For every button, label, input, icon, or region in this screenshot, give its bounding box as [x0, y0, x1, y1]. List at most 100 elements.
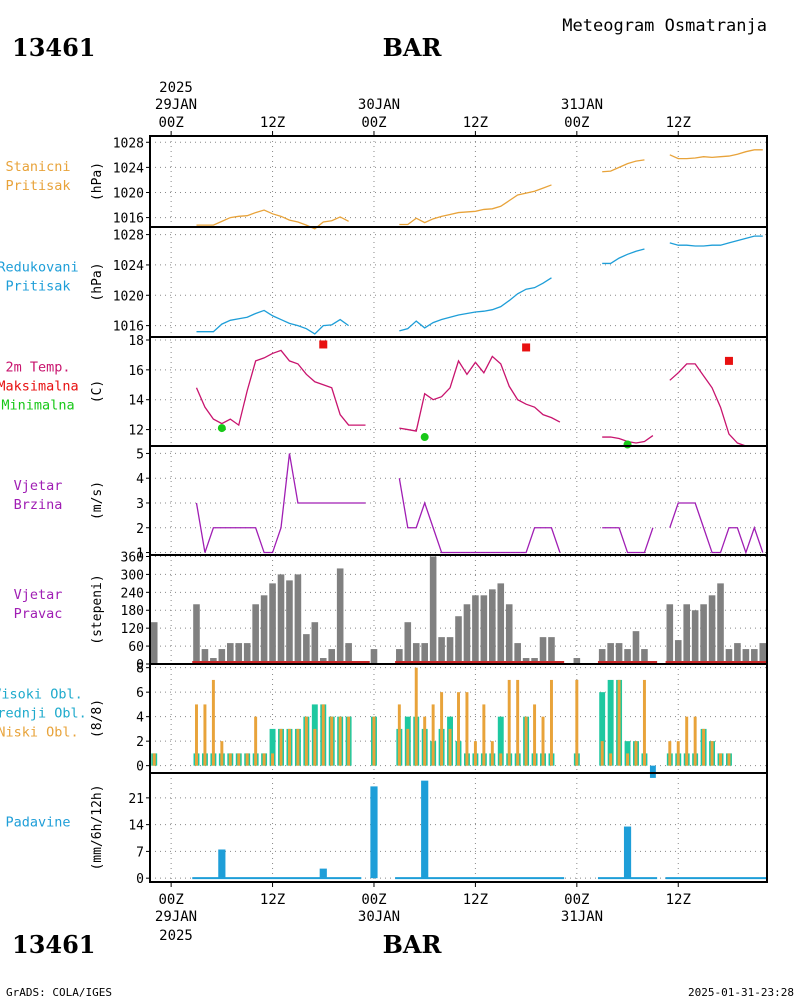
panel-wind_dir: 0 60 120 180 240 300 360 (stepeni) Vjetar Pravac — [14, 550, 767, 673]
wind-direction-bar — [286, 580, 293, 664]
wind-direction-bar — [683, 604, 691, 664]
tmax-marker — [319, 340, 328, 349]
low-cloud-bar — [220, 741, 224, 766]
station-id-top: 13461 — [12, 33, 96, 62]
low-cloud-bar — [668, 741, 672, 766]
wind-direction-bar — [641, 649, 648, 664]
axis-unit-label: (stepeni) — [90, 574, 105, 644]
low-cloud-bar — [702, 728, 706, 766]
station-pressure-line — [669, 149, 763, 160]
y-tick-label: 0 — [136, 872, 144, 887]
low-cloud-bar — [465, 692, 469, 766]
low-cloud-bar — [347, 716, 351, 766]
y-tick-label: 21 — [128, 792, 144, 807]
wind-direction-bar — [294, 574, 302, 664]
wind-direction-bar — [412, 643, 420, 664]
top-date-label-3: 31JAN — [561, 97, 603, 113]
station-pressure-line — [602, 159, 645, 173]
low-cloud-bar — [414, 667, 418, 766]
low-cloud-bar — [262, 753, 266, 766]
low-cloud-bar — [397, 704, 401, 766]
low-cloud-bar — [634, 741, 638, 766]
top-date-label-2: 30JAN — [358, 97, 400, 113]
axis-unit-label: (8/8) — [90, 699, 105, 738]
y-tick-label: 1028 — [113, 136, 144, 151]
low-cloud-bar — [482, 704, 486, 766]
y-tick-label: 18 — [128, 334, 144, 349]
low-cloud-bar — [609, 753, 613, 766]
station-name-top: BAR — [383, 33, 443, 62]
bottom-date-label-1: 29JAN — [155, 909, 197, 925]
panel-label: Vjetar — [14, 478, 63, 494]
wind-direction-bar — [497, 583, 505, 664]
wind-direction-bar — [269, 583, 276, 664]
panel-label: 2m Temp. — [5, 360, 70, 376]
y-tick-label: 1028 — [113, 229, 144, 244]
low-cloud-bar — [279, 728, 283, 766]
bottom-time-tick-label: 00Z — [564, 892, 589, 908]
bottom-date-label-3: 31JAN — [561, 909, 603, 925]
y-tick-label: 180 — [121, 604, 144, 619]
precip-bar — [623, 826, 632, 879]
low-cloud-bar — [600, 741, 604, 766]
y-tick-label: 14 — [128, 394, 144, 409]
wind-direction-bar — [150, 622, 158, 664]
low-cloud-bar — [457, 692, 460, 766]
y-tick-label: 300 — [121, 568, 144, 583]
low-cloud-bar — [440, 692, 444, 766]
panel-label: Redukovani — [0, 260, 79, 276]
wind-direction-bar — [505, 604, 513, 664]
top-year-label: 2025 — [159, 80, 193, 96]
wind-direction-bar — [303, 634, 310, 664]
wind-direction-bar — [396, 649, 403, 664]
y-tick-label: 0 — [136, 760, 144, 775]
wind-direction-bar — [548, 637, 555, 664]
low-cloud-bar — [304, 716, 308, 766]
y-tick-label: 4 — [136, 472, 144, 487]
wind-direction-bar — [370, 649, 378, 664]
y-tick-label: 14 — [128, 819, 144, 834]
panel-label: Pritisak — [5, 279, 70, 295]
wind-direction-bar — [751, 649, 758, 664]
wind-direction-bar — [277, 574, 285, 664]
wind-direction-bar — [632, 631, 640, 664]
panel-label: Minimalna — [1, 398, 74, 414]
wind-direction-bar — [514, 643, 521, 664]
low-cloud-bar — [448, 728, 452, 766]
wind-direction-bar — [666, 604, 674, 664]
panel-frame — [149, 772, 768, 883]
panel-label: Srednji Obl. — [0, 706, 87, 722]
wind-direction-bar — [615, 643, 623, 664]
reduced-pressure-line — [399, 277, 552, 332]
y-tick-label: 8 — [136, 662, 144, 677]
axis-unit-label: (hPa) — [90, 262, 105, 301]
wind-speed-line — [398, 478, 561, 554]
precip-bar — [319, 868, 327, 879]
y-tick-label: 360 — [121, 550, 144, 565]
reduced-pressure-line — [669, 235, 763, 247]
wind-direction-bar — [446, 637, 454, 664]
tmin-marker — [217, 424, 226, 433]
panel-precip: 0 7 14 21 (mm/6h/12h) Padavine — [5, 773, 767, 887]
wind-direction-bar — [539, 637, 547, 664]
low-cloud-bar — [211, 679, 215, 766]
y-tick-label: 0 — [136, 658, 144, 673]
y-tick-label: 240 — [121, 586, 144, 601]
y-tick-label: 5 — [136, 447, 144, 462]
y-tick-label: 6 — [136, 686, 144, 701]
wind-direction-bar — [725, 649, 733, 664]
panel-label: Vjetar — [14, 587, 63, 603]
low-cloud-bar — [533, 704, 537, 766]
low-cloud-bar — [431, 704, 435, 766]
low-cloud-bar — [507, 679, 511, 766]
wind-direction-bar — [201, 649, 209, 664]
mid-cloud-bar — [497, 716, 504, 766]
wind-direction-bar — [607, 643, 614, 664]
y-tick-label: 1020 — [113, 186, 144, 201]
wind-direction-bar — [328, 649, 336, 664]
top-time-tick-label: 12Z — [666, 115, 691, 131]
low-cloud-bar — [245, 753, 249, 766]
temperature-line — [399, 355, 561, 432]
wind-direction-bar — [624, 649, 631, 664]
wind-direction-bar — [734, 643, 741, 664]
